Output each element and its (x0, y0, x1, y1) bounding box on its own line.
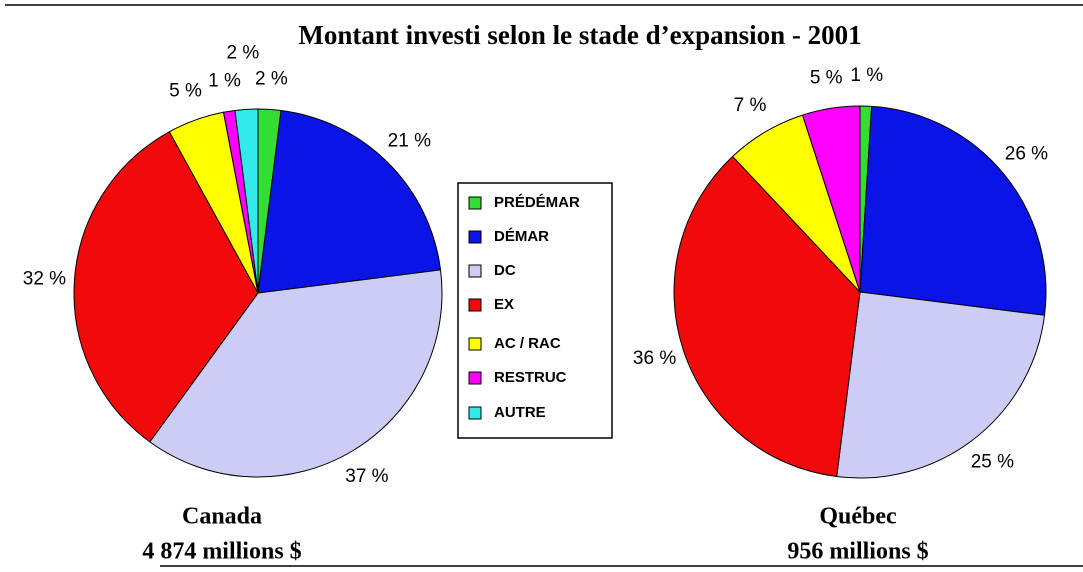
pie-slice (234, 108, 259, 294)
legend-swatch (468, 371, 482, 385)
pie-total: 4 874 millions $ (142, 539, 301, 565)
legend-swatch (468, 337, 482, 351)
legend-label: AC / RAC (494, 335, 561, 352)
legend-swatch (468, 298, 482, 312)
legend-label: PRÉDÉMAR (494, 194, 580, 211)
data-label: 5 % (169, 81, 202, 102)
data-label: 25 % (971, 452, 1014, 473)
legend-label: EX (494, 296, 514, 313)
pie-total: 956 millions $ (787, 539, 928, 565)
data-label: 5 % (810, 68, 843, 89)
legend-swatch (468, 406, 482, 420)
pie-slice (673, 155, 861, 478)
pie-name: Canada (182, 504, 262, 530)
pie-name: Québec (819, 504, 897, 530)
legend (457, 182, 613, 439)
data-label: 37 % (345, 466, 388, 487)
legend-label: AUTRE (494, 404, 546, 421)
legend-label: DC (494, 262, 516, 279)
data-label: 32 % (23, 269, 66, 290)
pie-slice (149, 269, 443, 478)
data-label: 7 % (734, 95, 767, 116)
data-label: 2 % (255, 68, 288, 89)
pie-slice (836, 291, 1046, 479)
legend-swatch (468, 264, 482, 278)
data-label: 36 % (633, 348, 676, 369)
pie-slice (801, 105, 861, 293)
legend-label: RESTRUC (494, 369, 567, 386)
data-label: 1 % (208, 71, 241, 92)
data-label: 2 % (227, 42, 260, 63)
legend-swatch (468, 196, 482, 210)
data-label: 21 % (388, 131, 431, 152)
legend-swatch (468, 230, 482, 244)
legend-label: DÉMAR (494, 228, 549, 245)
pie-slice (859, 105, 1047, 316)
pie-slice (73, 131, 259, 443)
data-label: 26 % (1005, 143, 1048, 164)
data-label: 1 % (850, 65, 883, 86)
chart-title: Montant investi selon le stade d’expansi… (298, 20, 861, 50)
pie-slice (257, 109, 442, 294)
